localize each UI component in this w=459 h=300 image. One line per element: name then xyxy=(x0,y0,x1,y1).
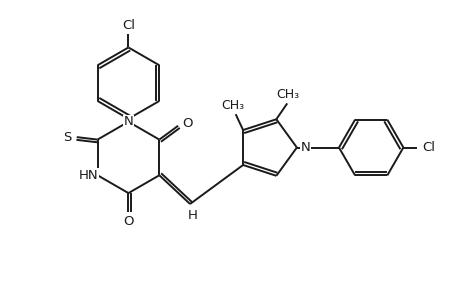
Text: N: N xyxy=(123,115,133,128)
Text: N: N xyxy=(300,141,310,154)
Text: H: H xyxy=(187,209,197,222)
Text: S: S xyxy=(62,130,71,144)
Text: CH₃: CH₃ xyxy=(221,99,244,112)
Text: CH₃: CH₃ xyxy=(275,88,299,101)
Text: O: O xyxy=(181,117,192,130)
Text: HN: HN xyxy=(78,169,98,182)
Text: O: O xyxy=(123,215,134,228)
Text: Cl: Cl xyxy=(422,141,435,154)
Text: Cl: Cl xyxy=(122,19,134,32)
